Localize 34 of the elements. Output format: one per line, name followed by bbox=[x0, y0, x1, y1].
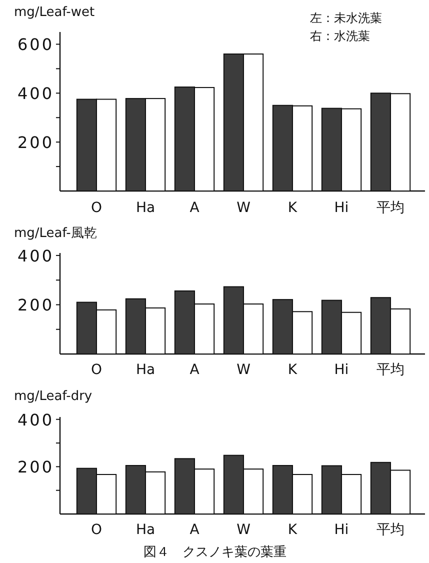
x-tick-label: A bbox=[190, 522, 200, 538]
x-tick-label: K bbox=[288, 362, 298, 378]
x-tick-label: Ha bbox=[136, 200, 156, 216]
x-tick-label: Ha bbox=[136, 522, 156, 538]
y-axis-title: mg/Leaf-wet bbox=[14, 5, 95, 20]
x-tick-label: W bbox=[236, 522, 251, 538]
y-tick-label: 200 bbox=[17, 296, 54, 315]
x-tick-label: Hi bbox=[334, 362, 349, 378]
caption: 図４ クスノキ葉の葉重 bbox=[144, 545, 286, 560]
x-tick-label: 平均 bbox=[376, 200, 404, 216]
x-tick-label: O bbox=[90, 522, 102, 538]
y-tick-label: 600 bbox=[17, 35, 54, 54]
annotation: 右：水洗葉 bbox=[310, 29, 370, 43]
y-tick-label: 400 bbox=[17, 246, 54, 266]
x-tick-label: K bbox=[288, 522, 298, 538]
x-tick-label: Hi bbox=[334, 522, 349, 538]
x-tick-label: A bbox=[190, 362, 200, 378]
x-tick-label: A bbox=[190, 200, 200, 216]
y-tick-label: 200 bbox=[17, 458, 54, 477]
x-tick-label: O bbox=[90, 200, 102, 216]
x-tick-label: K bbox=[288, 200, 298, 216]
x-tick-label: O bbox=[90, 362, 102, 378]
y-tick-label: 200 bbox=[17, 133, 54, 152]
text: 左：未水洗葉 bbox=[310, 11, 382, 25]
y-tick-label: 400 bbox=[17, 84, 54, 104]
x-tick-label: W bbox=[236, 362, 251, 378]
x-tick-label: 平均 bbox=[376, 362, 404, 378]
x-tick-label: 平均 bbox=[376, 522, 404, 538]
y-tick-label: 400 bbox=[17, 410, 54, 430]
x-tick-label: Ha bbox=[136, 362, 156, 378]
y-axis-title: mg/Leaf-風乾 bbox=[14, 226, 97, 241]
y-axis-title: mg/Leaf-dry bbox=[14, 389, 92, 404]
x-tick-label: W bbox=[236, 200, 251, 216]
x-tick-label: Hi bbox=[334, 200, 349, 216]
